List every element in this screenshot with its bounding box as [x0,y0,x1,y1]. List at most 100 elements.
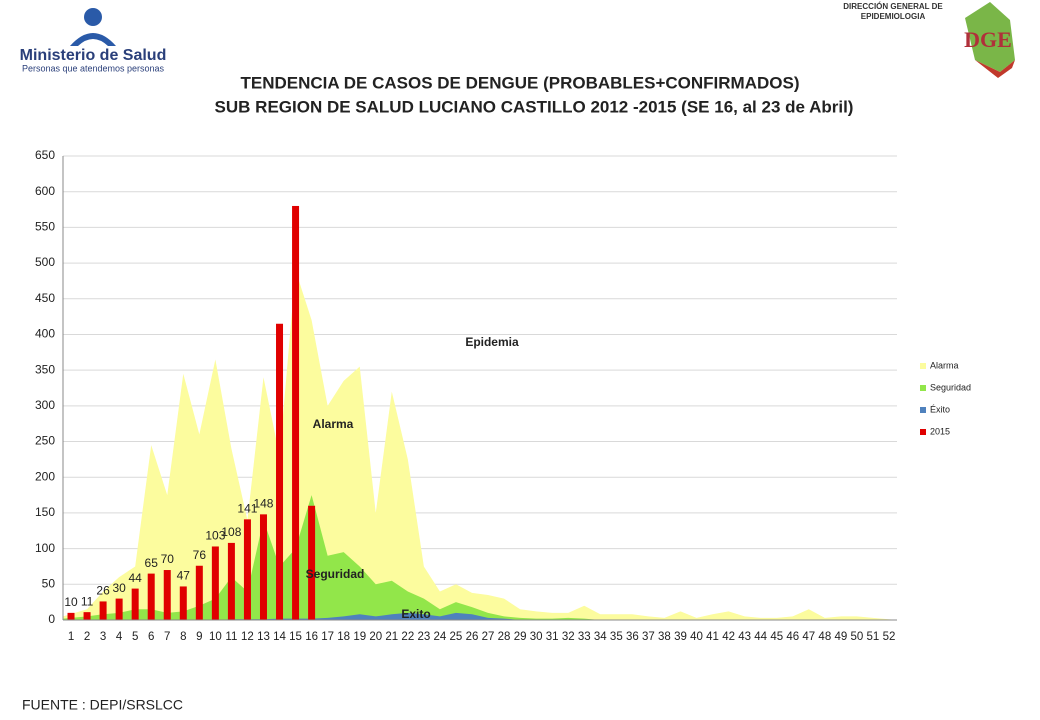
x-tick-label: 43 [738,631,751,643]
agency-logo: DGE [964,27,1012,52]
x-tick-label: 42 [722,631,735,643]
bar [276,323,284,620]
legend-swatch [920,429,926,435]
data-label: 76 [193,548,207,562]
x-tick-label: 3 [100,631,106,643]
y-tick-label: 200 [35,469,55,483]
data-label: 103 [205,529,225,543]
bar [308,505,316,620]
x-tick-label: 19 [353,631,366,643]
x-tick-label: 46 [786,631,799,643]
annotation: Epidemia [465,335,519,349]
bar [83,612,91,620]
x-tick-label: 24 [434,631,447,643]
y-tick-label: 100 [35,541,55,555]
minsa-logo: Ministerio de Salud Personas que atendem… [20,8,167,73]
x-tick-label: 34 [594,631,607,643]
data-label: 70 [161,552,175,566]
bar [67,612,75,620]
x-tick-label: 26 [466,631,479,643]
x-tick-label: 21 [385,631,398,643]
x-tick-label: 27 [482,631,495,643]
x-tick-label: 45 [770,631,783,643]
x-tick-label: 51 [867,631,880,643]
x-tick-label: 22 [401,631,414,643]
bar [163,570,171,620]
area [63,612,897,620]
data-label: 11 [81,594,94,608]
x-tick-label: 35 [610,631,623,643]
y-tick-label: 500 [35,255,55,269]
x-tick-label: 29 [514,631,527,643]
y-tick-label: 300 [35,398,55,412]
x-tick-label: 47 [802,631,815,643]
x-tick-label: 10 [209,631,222,643]
bar [99,601,107,620]
x-tick-label: 2 [84,631,90,643]
x-tick-label: 40 [690,631,703,643]
bar [195,565,203,620]
x-tick-label: 39 [674,631,687,643]
x-tick-label: 38 [658,631,671,643]
x-tick-label: 16 [305,631,318,643]
x-tick-label: 52 [883,631,896,643]
legend-swatch [920,363,926,369]
y-tick-label: 650 [35,148,55,162]
x-tick-label: 41 [706,631,719,643]
ministry-slogan: Personas que atendemos personas [22,63,165,73]
area [63,495,897,620]
x-tick-label: 30 [530,631,543,643]
x-tick-label: 44 [754,631,767,643]
x-tick-label: 32 [562,631,575,643]
x-tick-label: 12 [241,631,254,643]
y-tick-label: 600 [35,184,55,198]
data-label: 65 [145,556,159,570]
x-tick-label: 14 [273,631,286,643]
bar [292,205,300,620]
x-tick-label: 36 [626,631,639,643]
annotation: Alarma [313,417,354,431]
y-tick-label: 400 [35,327,55,341]
legend-label: Éxito [930,404,950,414]
x-tick-label: 15 [289,631,302,643]
source-note: FUENTE : DEPI/SRSLCC [22,697,183,713]
x-tick-label: 5 [132,631,138,643]
x-tick-label: 7 [164,631,170,643]
chart-title: TENDENCIA DE CASOS DE DENGUE (PROBABLES+… [241,73,800,92]
legend-swatch [920,385,926,391]
bar [227,542,235,620]
x-tick-label: 31 [546,631,559,643]
legend-swatch [920,407,926,413]
y-tick-label: 350 [35,362,55,376]
y-tick-label: 50 [42,576,56,590]
bar [179,586,187,620]
area [63,270,897,620]
bar [131,588,139,620]
ministry-name: Ministerio de Salud [20,47,167,64]
agency-line: DIRECCIÓN GENERAL DE [843,2,943,11]
data-label: 108 [221,525,241,539]
x-tick-label: 49 [834,631,847,643]
chart-subtitle: SUB REGION DE SALUD LUCIANO CASTILLO 201… [215,97,854,116]
bar [147,573,155,620]
x-tick-label: 9 [196,631,202,643]
y-tick-label: 550 [35,220,55,234]
bar [259,514,267,620]
x-tick-label: 11 [225,631,237,643]
x-tick-label: 25 [450,631,463,643]
plot: 0501001502002503003504004505005506006501… [35,148,971,643]
x-tick-label: 23 [417,631,430,643]
data-label: 148 [253,497,273,511]
legend-label: 2015 [930,426,950,436]
x-tick-label: 17 [321,631,334,643]
bar [211,546,219,620]
data-label: 141 [237,502,257,516]
data-label: 10 [64,595,78,609]
x-tick-label: 20 [369,631,382,643]
dge-logo: DIRECCIÓN GENERAL DE EPIDEMIOLOGIA DGE [843,2,1015,78]
x-tick-label: 4 [116,631,123,643]
data-label: 44 [128,571,142,585]
y-tick-label: 450 [35,291,55,305]
data-label: 26 [96,584,110,598]
